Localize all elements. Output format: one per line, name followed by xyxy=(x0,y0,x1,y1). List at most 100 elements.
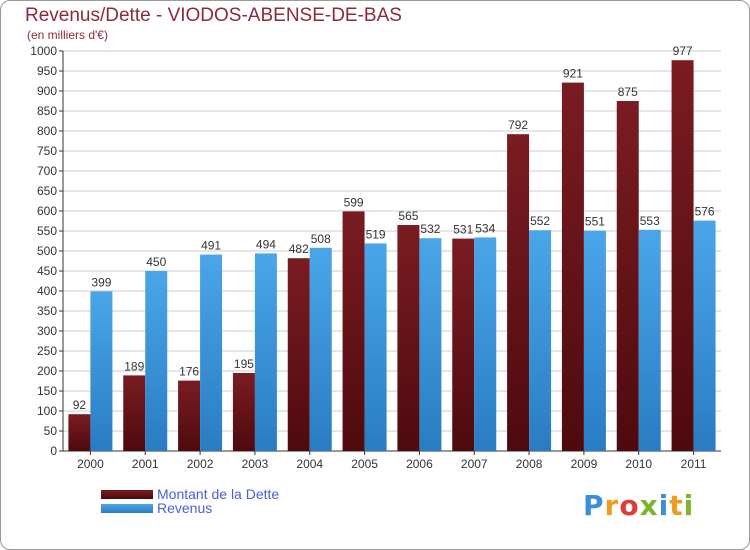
x-tick-label: 2011 xyxy=(681,457,707,471)
bar-dette xyxy=(616,101,639,451)
y-tick-label: 450 xyxy=(37,264,57,278)
data-label-revenus: 399 xyxy=(91,275,111,289)
bar-dette xyxy=(452,238,475,451)
data-label-revenus: 553 xyxy=(640,214,660,228)
data-label-dette: 531 xyxy=(453,223,473,237)
bar-revenus xyxy=(529,230,552,451)
data-label-revenus: 576 xyxy=(695,205,715,219)
data-label-dette: 565 xyxy=(398,209,418,223)
data-label-dette: 176 xyxy=(179,365,199,379)
bar-revenus xyxy=(364,243,387,451)
logo-letter: i xyxy=(658,489,670,522)
data-label-dette: 195 xyxy=(234,357,254,371)
data-label-dette: 875 xyxy=(618,85,638,99)
legend-item-revenus: Revenus xyxy=(101,501,279,515)
y-tick-label: 850 xyxy=(37,104,57,118)
y-tick-label: 250 xyxy=(37,344,57,358)
y-tick-label: 600 xyxy=(37,204,57,218)
legend-swatch-revenus xyxy=(101,503,153,513)
bar-revenus xyxy=(254,253,277,451)
bar-revenus xyxy=(583,230,606,451)
y-tick-label: 950 xyxy=(37,64,57,78)
data-label-revenus: 532 xyxy=(420,222,440,236)
y-tick-label: 150 xyxy=(37,384,57,398)
legend-label-revenus: Revenus xyxy=(157,500,213,516)
x-tick-label: 2006 xyxy=(406,457,433,471)
y-tick-label: 1000 xyxy=(30,44,57,58)
y-tick-label: 900 xyxy=(37,84,57,98)
data-label-dette: 921 xyxy=(563,67,583,81)
y-tick-label: 650 xyxy=(37,184,57,198)
logo-letter: r xyxy=(604,489,620,522)
y-tick-label: 200 xyxy=(37,364,57,378)
data-label-revenus: 494 xyxy=(256,237,276,251)
bar-revenus xyxy=(200,254,223,451)
x-tick-label: 2007 xyxy=(461,457,488,471)
x-tick-label: 2001 xyxy=(132,457,159,471)
bar-revenus xyxy=(145,271,168,451)
data-label-revenus: 450 xyxy=(146,255,166,269)
x-tick-label: 2008 xyxy=(516,457,543,471)
bar-revenus xyxy=(309,247,332,451)
data-label-revenus: 534 xyxy=(475,221,495,235)
bar-dette xyxy=(671,60,694,451)
logo-letter: i xyxy=(683,489,695,522)
y-tick-label: 0 xyxy=(50,444,57,458)
data-label-dette: 599 xyxy=(344,195,364,209)
bar-dette xyxy=(68,414,91,451)
bar-dette xyxy=(342,211,365,451)
chart-title: Revenus/Dette - VIODOS-ABENSE-DE-BAS xyxy=(25,5,402,26)
y-tick-label: 800 xyxy=(37,124,57,138)
bar-revenus xyxy=(638,229,661,451)
data-label-revenus: 519 xyxy=(366,227,386,241)
y-tick-label: 300 xyxy=(37,324,57,338)
y-tick-label: 400 xyxy=(37,284,57,298)
logo-letter: P xyxy=(583,489,605,522)
logo-letter: t xyxy=(669,489,684,522)
legend-item-dette: Montant de la Dette xyxy=(101,487,279,501)
x-tick-label: 2002 xyxy=(187,457,214,471)
logo-letter: x xyxy=(639,489,659,522)
legend: Montant de la Dette Revenus xyxy=(101,487,279,515)
data-label-dette: 482 xyxy=(289,242,309,256)
x-tick-label: 2005 xyxy=(351,457,378,471)
legend-swatch-dette xyxy=(101,489,153,499)
y-tick-label: 700 xyxy=(37,164,57,178)
y-tick-label: 500 xyxy=(37,244,57,258)
data-label-revenus: 551 xyxy=(585,215,605,229)
bar-dette xyxy=(232,373,255,451)
x-tick-label: 2009 xyxy=(571,457,598,471)
bar-dette xyxy=(178,380,201,451)
bar-revenus xyxy=(90,291,113,451)
bar-dette xyxy=(507,134,530,451)
bar-dette xyxy=(287,258,310,451)
chart-subtitle: (en milliers d'€) xyxy=(27,28,108,42)
bar-dette xyxy=(123,375,146,451)
x-tick-label: 2004 xyxy=(296,457,323,471)
data-label-dette: 792 xyxy=(508,118,528,132)
data-label-revenus: 552 xyxy=(530,214,550,228)
x-tick-label: 2000 xyxy=(77,457,104,471)
bar-revenus xyxy=(474,237,497,451)
y-tick-label: 100 xyxy=(37,404,57,418)
logo-letter: o xyxy=(619,489,640,522)
data-label-dette: 189 xyxy=(124,359,144,373)
bar-dette xyxy=(561,82,584,451)
bar-dette xyxy=(397,225,420,451)
bar-revenus xyxy=(419,238,442,451)
legend-label-dette: Montant de la Dette xyxy=(157,486,280,502)
data-label-dette: 977 xyxy=(673,44,693,58)
y-tick-label: 550 xyxy=(37,224,57,238)
y-tick-label: 350 xyxy=(37,304,57,318)
x-tick-label: 2010 xyxy=(625,457,652,471)
bar-revenus xyxy=(693,220,716,451)
data-label-revenus: 508 xyxy=(311,232,331,246)
x-tick-label: 2003 xyxy=(242,457,269,471)
data-label-dette: 92 xyxy=(73,398,87,412)
y-tick-label: 50 xyxy=(44,424,58,438)
data-label-revenus: 491 xyxy=(201,239,221,253)
y-tick-label: 750 xyxy=(37,144,57,158)
